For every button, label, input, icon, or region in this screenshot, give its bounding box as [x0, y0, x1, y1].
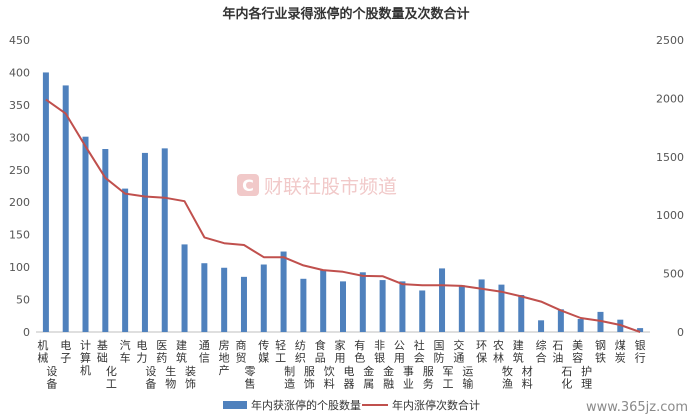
- left-tick-label: 450: [9, 34, 30, 47]
- bar: [260, 264, 267, 332]
- bar: [379, 280, 386, 332]
- right-tick-label: 1000: [656, 209, 684, 222]
- line-series: [45, 98, 641, 333]
- legend-bar-swatch: [223, 401, 247, 409]
- bar: [577, 319, 584, 332]
- category-label: 轻工制造: [275, 338, 295, 391]
- bar-series: [42, 72, 644, 332]
- category-label: 医药生物: [156, 339, 176, 391]
- bar: [557, 309, 564, 332]
- right-tick-label: 0: [677, 326, 684, 339]
- bar: [538, 320, 545, 332]
- right-tick-label: 2000: [656, 92, 684, 105]
- category-label: 非银金融: [374, 339, 394, 391]
- bar: [439, 268, 446, 332]
- bar: [161, 148, 168, 332]
- right-tick-label: 500: [663, 268, 684, 281]
- bar: [102, 149, 109, 332]
- legend-bar-label: 年内获涨停的个股数量: [251, 398, 361, 412]
- watermark: C 财联社股市频道: [237, 174, 397, 198]
- category-label: 计算机: [80, 339, 91, 377]
- bar: [498, 284, 505, 332]
- category-label: 环保: [476, 339, 487, 365]
- left-tick-label: 150: [9, 229, 30, 242]
- category-label: 基础化工: [97, 339, 117, 391]
- category-label: 建筑装饰: [176, 338, 196, 391]
- category-label: 食品饮料: [315, 338, 335, 391]
- category-label: 机械设备: [37, 338, 57, 391]
- chart-title: 年内各行业录得涨停的个股数量及次数合计: [222, 6, 469, 22]
- right-axis-ticks: 0 500 1000 1500 2000 2500: [656, 34, 684, 339]
- watermark-text: 财联社股市频道: [264, 176, 397, 198]
- category-label: 纺织服饰: [295, 338, 315, 391]
- left-tick-label: 50: [16, 294, 30, 307]
- bar: [597, 311, 604, 332]
- bar: [201, 263, 208, 332]
- category-label: 石油石化: [552, 339, 572, 391]
- bar: [419, 290, 426, 332]
- right-tick-label: 1500: [656, 151, 684, 164]
- category-label: 农林牧渔: [493, 338, 513, 391]
- bar: [300, 278, 307, 332]
- category-label: 汽车: [120, 338, 131, 365]
- category-label: 美容护理: [572, 339, 592, 391]
- bar: [320, 269, 327, 332]
- site-watermark: www.365jz.com: [586, 400, 688, 415]
- category-label: 钢铁: [595, 339, 606, 365]
- left-axis-ticks: 0 50 100 150 200 250 300 350 400 450: [9, 34, 30, 339]
- bar: [122, 188, 129, 332]
- category-label: 有色金属: [354, 338, 374, 391]
- bar: [141, 152, 148, 332]
- bar: [42, 72, 49, 332]
- category-label: 家用电器: [335, 338, 355, 391]
- category-label: 公用事业: [394, 339, 414, 391]
- bar: [518, 295, 525, 332]
- category-label: 商贸零售: [235, 338, 255, 391]
- bar: [340, 281, 346, 332]
- bar: [240, 276, 247, 332]
- left-tick-label: 350: [9, 99, 30, 112]
- category-label: 煤炭: [615, 339, 626, 365]
- bar: [399, 281, 406, 332]
- series-line: [45, 98, 641, 333]
- bar: [221, 267, 228, 332]
- watermark-logo-letter: C: [242, 176, 254, 195]
- bar: [458, 285, 465, 332]
- category-label: 社会服务: [414, 338, 434, 391]
- category-label: 交通运输: [453, 338, 473, 391]
- category-label: 建筑材料: [513, 338, 533, 391]
- category-label: 银行: [635, 338, 646, 365]
- bar: [62, 85, 69, 332]
- left-tick-label: 250: [9, 164, 30, 177]
- bar: [181, 244, 188, 332]
- left-tick-label: 300: [9, 131, 30, 144]
- category-label: 传媒: [258, 339, 269, 365]
- bar: [637, 328, 644, 332]
- category-label: 综合: [536, 338, 547, 365]
- category-label: 房地产: [219, 339, 230, 377]
- bar: [478, 279, 485, 332]
- left-tick-label: 200: [9, 196, 30, 209]
- watermark-logo-icon: [237, 174, 259, 196]
- bar: [359, 272, 366, 332]
- category-label: 通信: [199, 339, 210, 365]
- category-labels: 机械设备电子计算机基础化工汽车电力设备医药生物建筑装饰通信房地产商贸零售传媒轻工…: [37, 338, 645, 391]
- category-label: 国防军工: [434, 339, 454, 391]
- left-tick-label: 400: [9, 66, 30, 79]
- left-tick-label: 100: [9, 261, 30, 274]
- legend-line-label: 年内涨停次数合计: [392, 398, 480, 412]
- category-label: 电子: [60, 339, 71, 365]
- left-tick-label: 0: [23, 326, 30, 339]
- right-tick-label: 2500: [656, 34, 684, 47]
- legend: 年内获涨停的个股数量 年内涨停次数合计: [223, 398, 480, 412]
- bar: [280, 251, 287, 332]
- bar: [82, 136, 89, 332]
- category-label: 电力设备: [136, 339, 156, 391]
